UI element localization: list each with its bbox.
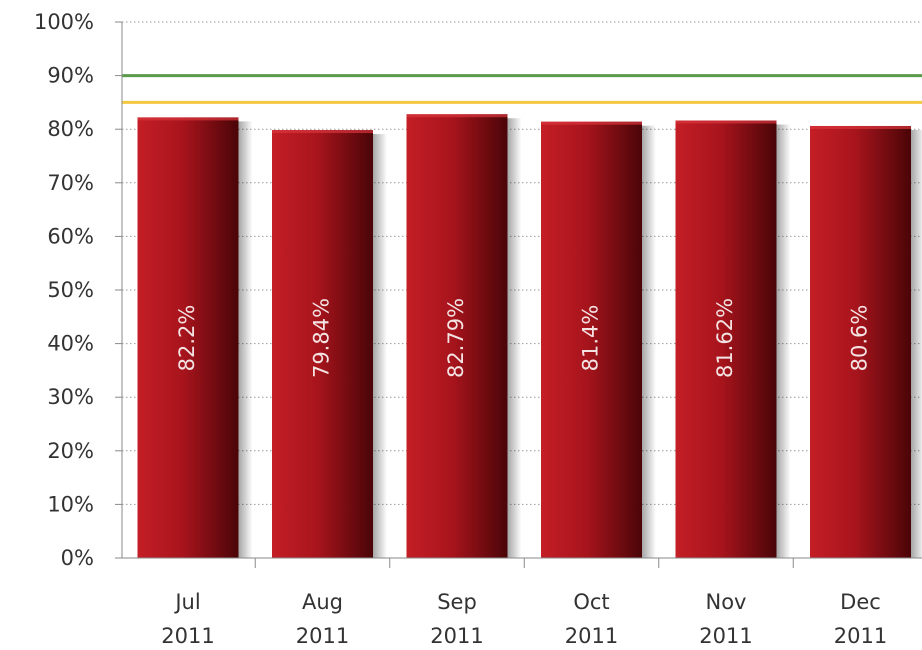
bars	[138, 114, 922, 558]
bar-top-highlight	[541, 122, 642, 125]
bar-shadow	[911, 130, 922, 558]
bar-top-highlight	[272, 130, 373, 133]
x-tick-month: Nov	[706, 590, 747, 614]
x-tick-year: 2011	[161, 624, 214, 645]
x-tick-month: Sep	[437, 590, 477, 614]
y-tick-label: 100%	[34, 10, 94, 34]
y-tick-label: 70%	[47, 171, 94, 195]
y-tick-label: 40%	[47, 332, 94, 356]
y-tick-label: 20%	[47, 439, 94, 463]
data-label: 81.62%	[713, 298, 737, 378]
x-tick-month: Dec	[840, 590, 881, 614]
bar-top-highlight	[810, 126, 911, 129]
bar-shadow	[508, 118, 522, 558]
x-tick-label: Sep 2011	[430, 590, 483, 645]
x-tick-year: 2011	[834, 624, 887, 645]
data-label: 79.84%	[310, 298, 334, 378]
x-tick-label: Aug 2011	[296, 590, 349, 645]
data-label: 82.79%	[444, 298, 468, 378]
y-tick-label: 90%	[47, 64, 94, 88]
x-tick-month: Aug	[302, 590, 343, 614]
data-label: 80.6%	[848, 305, 872, 372]
bar-top-highlight	[407, 114, 508, 117]
bar-shadow	[239, 121, 253, 558]
reference-lines	[122, 76, 922, 103]
x-tick-year: 2011	[296, 624, 349, 645]
y-tick-label: 60%	[47, 224, 94, 248]
x-tick-year: 2011	[699, 624, 752, 645]
x-tick-month: Oct	[573, 590, 609, 614]
x-tick-label: Dec 2011	[834, 590, 887, 645]
data-label: 82.2%	[175, 305, 199, 372]
bar-top-highlight	[676, 121, 777, 124]
x-tick-label: Oct 2011	[565, 590, 618, 645]
y-tick-label: 50%	[47, 278, 94, 302]
x-tick-year: 2011	[430, 624, 483, 645]
x-tick-label: Jul 2011	[161, 590, 214, 645]
x-tick-year: 2011	[565, 624, 618, 645]
x-tick-label: Nov 2011	[699, 590, 752, 645]
x-tick-labels: Jul 2011 Aug 2011 Sep 2011 Oct 2011 Nov 2011 Dec 20…	[161, 590, 887, 645]
x-tick-month: Jul	[173, 590, 200, 614]
y-tick-label: 0%	[61, 546, 94, 570]
bar-shadow	[373, 134, 387, 558]
bar-top-highlight	[138, 117, 239, 120]
data-label: 81.4%	[579, 305, 603, 372]
y-tick-labels: 0% 10% 20% 30% 40% 50% 60% 70% 80% 90% 100%	[34, 10, 94, 570]
bar-shadow	[642, 126, 656, 558]
y-tick-label: 80%	[47, 117, 94, 141]
bar-shadow	[777, 125, 791, 558]
y-tick-label: 30%	[47, 385, 94, 409]
y-tick-label: 10%	[47, 492, 94, 516]
